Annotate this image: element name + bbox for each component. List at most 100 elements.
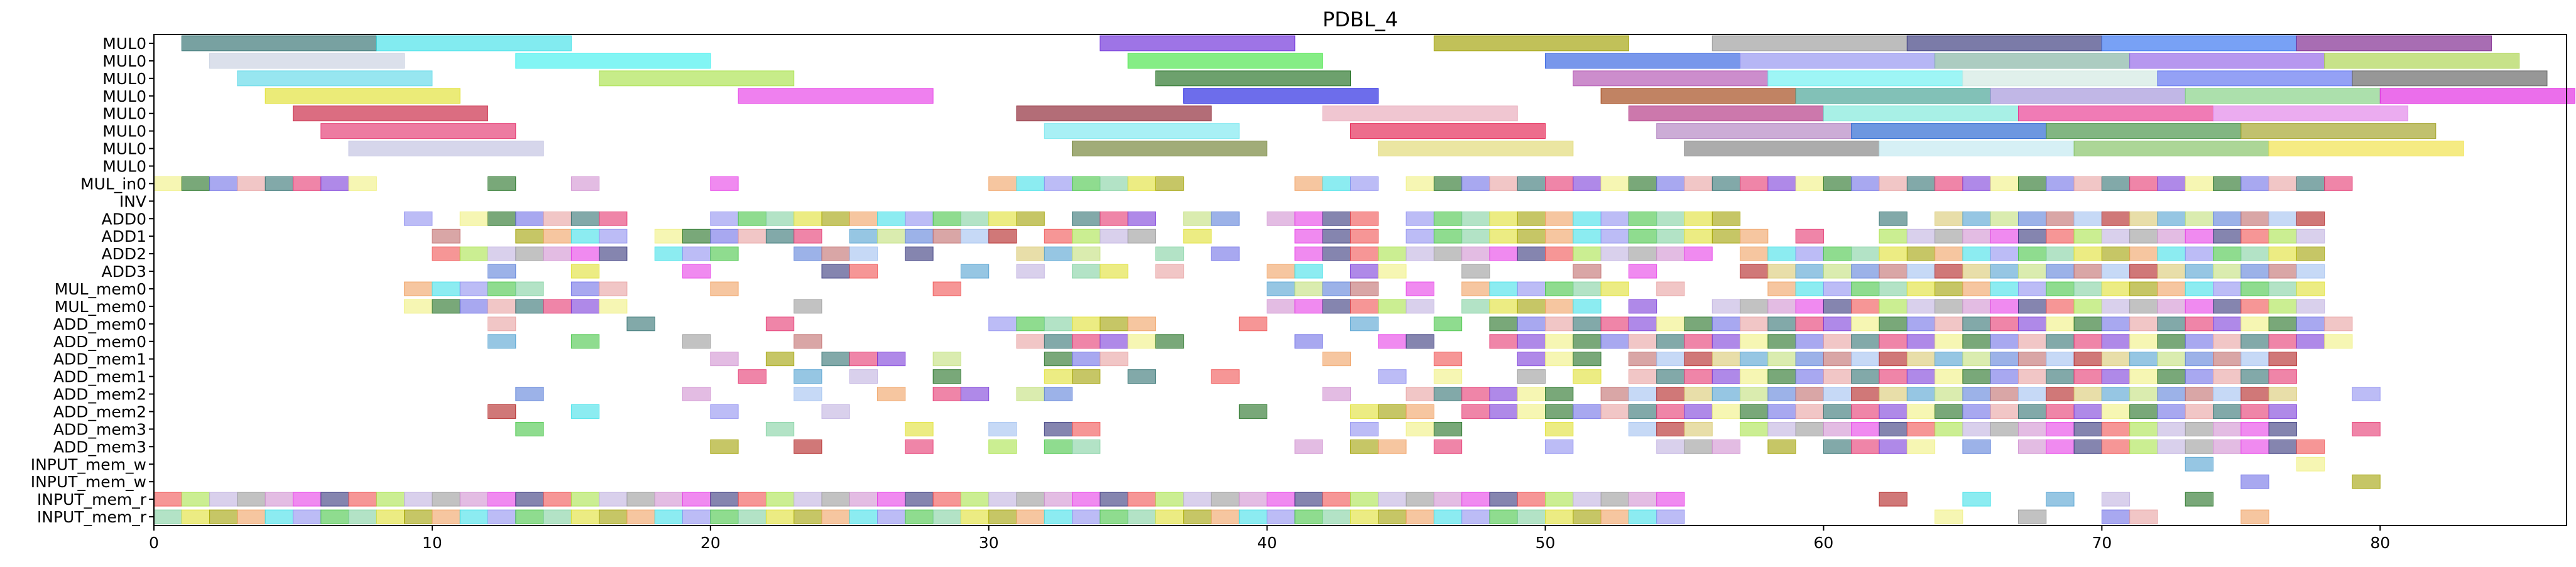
task-cell (1962, 439, 1991, 454)
task-cell (2213, 281, 2242, 296)
task-cell (1711, 369, 1741, 384)
task-cell (1962, 211, 1991, 226)
task-cell (1238, 492, 1268, 507)
task-cell (348, 492, 377, 507)
task-bar (1545, 53, 1741, 69)
task-cell (1962, 229, 1991, 244)
task-cell (2213, 421, 2242, 436)
task-cell (1767, 421, 1796, 436)
task-cell (1740, 352, 1769, 367)
task-cell (1600, 246, 1629, 261)
task-cell (543, 229, 572, 244)
task-cell (1823, 352, 1852, 367)
task-cell (1879, 246, 1907, 261)
task-cell (1935, 316, 1963, 332)
task-cell (1433, 246, 1463, 261)
task-cell (1461, 281, 1490, 296)
task-cell (710, 439, 739, 454)
task-cell (1628, 334, 1657, 349)
y-tick-label: MUL0 (102, 122, 146, 141)
task-cell (1767, 369, 1796, 384)
task-cell (404, 281, 433, 296)
task-cell (1238, 316, 1268, 332)
task-cell (1656, 176, 1685, 191)
task-cell (320, 492, 349, 507)
task-cell (2213, 299, 2242, 314)
task-cell (1517, 281, 1546, 296)
task-cell (1294, 229, 1323, 244)
task-cell (1656, 246, 1685, 261)
task-bar (1740, 53, 1936, 69)
task-cell (988, 229, 1017, 244)
y-tick-label: MUL_mem0 (55, 298, 146, 316)
x-tick-label: 30 (979, 534, 999, 552)
task-cell (2129, 439, 2158, 454)
task-cell (2046, 316, 2075, 332)
task-cell (1294, 281, 1323, 296)
task-cell (2185, 439, 2214, 454)
task-cell (1767, 246, 1796, 261)
task-bar (1600, 88, 1796, 104)
task-cell (432, 246, 461, 261)
task-cell (1517, 404, 1546, 419)
task-cell (599, 509, 628, 524)
task-cell (1545, 492, 1574, 507)
task-cell (738, 492, 767, 507)
task-cell (2073, 439, 2102, 454)
task-cell (2213, 387, 2242, 401)
task-cell (1461, 299, 1490, 314)
task-cell (1990, 264, 2019, 279)
task-cell (1740, 369, 1769, 384)
task-cell (905, 246, 934, 261)
task-cell (2240, 387, 2269, 401)
task-cell (2101, 316, 2131, 332)
task-bar (1016, 105, 1212, 122)
task-cell (1767, 264, 1796, 279)
task-cell (1072, 492, 1101, 507)
task-cell (1155, 264, 1184, 279)
task-cell (1267, 299, 1296, 314)
task-cell (1072, 229, 1101, 244)
task-cell (2213, 229, 2242, 244)
task-cell (1183, 492, 1212, 507)
task-cell (2046, 246, 2075, 261)
task-cell (2240, 281, 2269, 296)
task-cell (320, 509, 349, 524)
task-cell (1183, 211, 1212, 226)
task-cell (1740, 334, 1769, 349)
task-cell (1628, 404, 1657, 419)
task-cell (877, 387, 906, 401)
task-cell (1851, 176, 1880, 191)
task-cell (1767, 316, 1796, 332)
task-cell (1711, 299, 1741, 314)
task-cell (1990, 176, 2019, 191)
task-bar (1935, 53, 2131, 69)
task-cell (1100, 352, 1128, 367)
task-cell (2101, 492, 2131, 507)
task-cell (710, 509, 739, 524)
task-cell (1517, 509, 1546, 524)
task-cell (849, 211, 878, 226)
task-cell (1294, 246, 1323, 261)
task-cell (1378, 509, 1407, 524)
task-cell (1851, 404, 1880, 419)
task-cell (2268, 176, 2297, 191)
task-cell (1378, 404, 1407, 419)
task-cell (988, 211, 1017, 226)
task-cell (2157, 281, 2186, 296)
task-cell (1990, 299, 2019, 314)
x-axis: 0 10 20 30 40 50 60 70 80 (149, 526, 2390, 552)
task-cell (849, 492, 878, 507)
task-cell (2073, 387, 2102, 401)
task-cell (1767, 299, 1796, 314)
task-cell (1628, 176, 1657, 191)
task-cell (2073, 316, 2102, 332)
task-cell (1322, 281, 1351, 296)
task-cell (1405, 334, 1434, 349)
task-cell (1405, 281, 1434, 296)
task-cell (570, 299, 600, 314)
task-cell (1016, 334, 1045, 349)
x-tick-label: 40 (1257, 534, 1277, 552)
task-cell (404, 211, 433, 226)
